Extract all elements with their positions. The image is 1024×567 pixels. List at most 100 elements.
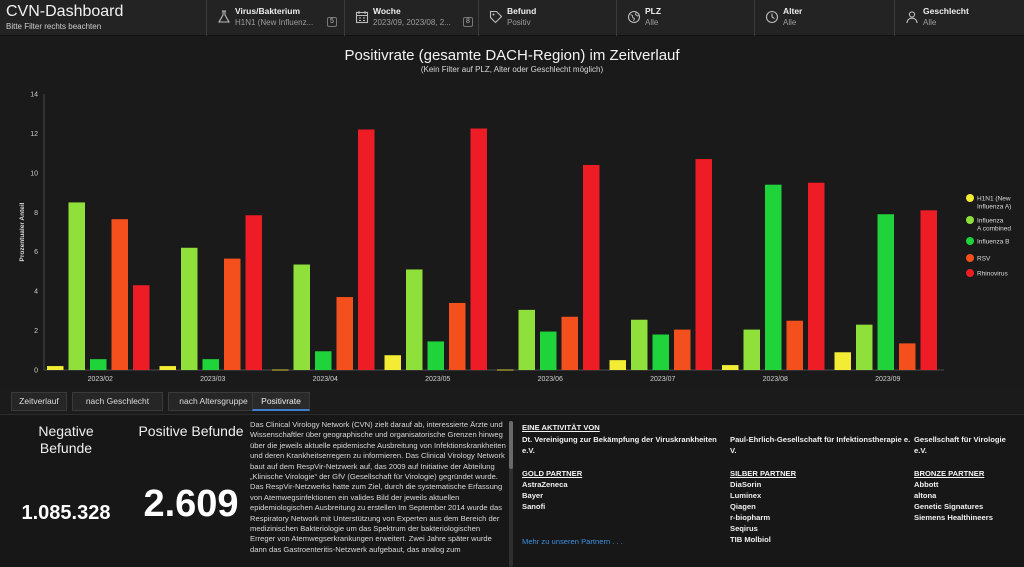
description-scrollbar-thumb[interactable] <box>509 421 513 469</box>
bronze-partner-siemens: Siemens Healthineers <box>914 513 993 522</box>
bar-2023-06-1 <box>518 309 535 370</box>
legend-label: Influenza B <box>977 239 1010 246</box>
x-tick-label: 2023/04 <box>313 376 338 383</box>
y-tick-label: 10 <box>30 170 38 177</box>
bar-2023-07-2 <box>652 334 669 370</box>
bar-2023-09-3 <box>899 343 916 370</box>
y-tick-label: 12 <box>30 131 38 138</box>
y-tick-label: 4 <box>34 289 38 296</box>
filter-woche-count: 8 <box>463 17 473 27</box>
filter-plz[interactable]: PLZ Alle <box>616 0 754 36</box>
app-subtitle: Bitte Filter rechts beachten <box>6 22 102 31</box>
partners-more-link[interactable]: Mehr zu unseren Partnern . . . <box>522 537 623 546</box>
bottom-panel: Negative Befunde 1.085.328 Positive Befu… <box>0 414 1024 567</box>
filter-virus-count: 5 <box>327 17 337 27</box>
calendar-icon <box>355 11 369 24</box>
bar-2023-08-2 <box>765 184 782 370</box>
person-icon <box>906 11 918 24</box>
tag-icon <box>489 10 503 24</box>
description-scrollbar[interactable] <box>509 421 513 567</box>
bar-2023-02-0 <box>47 366 64 370</box>
bar-2023-04-2 <box>315 351 332 370</box>
gold-partner-bayer: Bayer <box>522 491 544 500</box>
tab-nach-altersgruppe[interactable]: nach Altersgruppe <box>168 392 259 411</box>
negative-befunde-value: 1.085.328 <box>21 502 111 524</box>
chart-title: Positivrate (gesamte DACH-Region) im Zei… <box>344 47 680 64</box>
bronze-partner-altona: altona <box>914 491 937 500</box>
bar-2023-05-3 <box>449 302 466 370</box>
filter-befund[interactable]: Befund Positiv <box>478 0 616 36</box>
filter-virus[interactable]: Virus/Bakterium H1N1 (New Influenz... 5 <box>206 0 344 36</box>
filter-befund-value: Positiv <box>507 18 531 27</box>
bar-2023-08-4 <box>808 182 825 370</box>
bar-2023-08-1 <box>743 329 760 370</box>
filter-woche-label: Woche <box>373 6 401 16</box>
positivrate-chart: 0 2 4 6 8 10 12 14 Prozentualer Anteil 2023/02 202… <box>19 92 1011 384</box>
activity-org-dvv: Dt. Vereinigung zur Bekämpfung der Virus… <box>522 435 717 455</box>
filter-geschlecht-label: Geschlecht <box>923 6 969 16</box>
bar-2023-05-1 <box>406 269 423 370</box>
bar-2023-06-0 <box>497 369 514 371</box>
bronze-partner-abbott: Abbott <box>914 480 939 489</box>
bronze-partner-heading: BRONZE PARTNER <box>914 469 985 478</box>
activity-org-gfv: Gesellschaft für Virologie e.V. <box>914 435 1006 455</box>
positive-befunde-value: 2.609 <box>143 483 239 525</box>
chart-subtitle: (Kein Filter auf PLZ, Alter oder Geschle… <box>420 65 604 74</box>
legend-label: RSV <box>977 256 991 263</box>
bar-2023-04-0 <box>272 369 289 371</box>
legend-marker <box>966 237 974 245</box>
activity-org-peg: Paul-Ehrlich-Gesellschaft für Infektions… <box>730 435 911 455</box>
filter-virus-value: H1N1 (New Influenz... <box>235 18 314 27</box>
activity-heading: EINE AKTIVITÄT VON <box>522 423 600 432</box>
x-tick-label: 2023/05 <box>425 376 450 383</box>
filter-virus-label: Virus/Bakterium <box>235 6 301 16</box>
bar-2023-08-3 <box>786 320 803 370</box>
tab-zeitverlauf[interactable]: Zeitverlauf <box>11 392 67 411</box>
bar-2023-02-2 <box>90 359 107 370</box>
legend-label: Influenza A) <box>977 204 1011 211</box>
silber-partner-heading: SILBER PARTNER <box>730 469 797 478</box>
x-tick-label: 2023/03 <box>200 376 225 383</box>
legend-marker <box>966 194 974 202</box>
legend-label: H1N1 (New <box>977 196 1011 203</box>
globe-icon <box>627 10 641 24</box>
legend-marker <box>966 254 974 262</box>
filter-woche[interactable]: Woche 2023/09, 2023/08, 2... 8 <box>344 0 478 36</box>
negative-befunde-label: Negative Befunde <box>38 423 94 456</box>
filter-alter-label: Alter <box>783 6 803 16</box>
bar-2023-05-0 <box>384 355 401 370</box>
bar-2023-07-0 <box>609 360 626 370</box>
filter-plz-label: PLZ <box>645 6 662 16</box>
clock-icon <box>765 10 779 24</box>
bar-2023-03-2 <box>202 359 219 370</box>
silber-partner-luminex: Luminex <box>730 491 762 500</box>
filter-alter-value: Alle <box>783 18 797 27</box>
gold-partner-sanofi: Sanofi <box>522 502 546 511</box>
filter-woche-value: 2023/09, 2023/08, 2... <box>373 18 451 27</box>
legend-label: Rhinovirus <box>977 271 1008 278</box>
bar-2023-09-2 <box>877 214 894 370</box>
top-bar: CVN-Dashboard Bitte Filter rechts beacht… <box>0 0 1024 36</box>
silber-partner-qiagen: Qiagen <box>730 502 756 511</box>
filter-geschlecht[interactable]: Geschlecht Alle <box>894 0 1024 36</box>
chart-panel: 0 2 4 6 8 10 12 14 Prozentualer Anteil 2023/02 202… <box>0 37 1024 389</box>
gold-partner-heading: GOLD PARTNER <box>522 469 583 478</box>
y-tick-label: 6 <box>34 249 38 256</box>
filter-plz-value: Alle <box>645 18 659 27</box>
bar-2023-06-4 <box>583 164 600 370</box>
bar-2023-05-4 <box>470 128 487 370</box>
bar-2023-07-3 <box>674 329 691 370</box>
legend-label: A combined <box>977 226 1011 233</box>
bar-2023-04-3 <box>336 297 353 370</box>
bar-2023-07-4 <box>695 159 712 370</box>
bar-2023-09-4 <box>920 210 937 370</box>
y-tick-label: 14 <box>30 92 38 99</box>
filter-alter[interactable]: Alter Alle <box>754 0 894 36</box>
tab-nach-geschlecht[interactable]: nach Geschlecht <box>72 392 163 411</box>
bar-2023-04-1 <box>293 264 310 370</box>
y-tick-label: 0 <box>34 368 38 375</box>
bar-2023-05-2 <box>427 341 444 370</box>
tab-positivrate[interactable]: Positivrate <box>252 392 310 411</box>
brand: CVN-Dashboard Bitte Filter rechts beacht… <box>6 3 204 31</box>
x-tick-label: 2023/02 <box>88 376 113 383</box>
